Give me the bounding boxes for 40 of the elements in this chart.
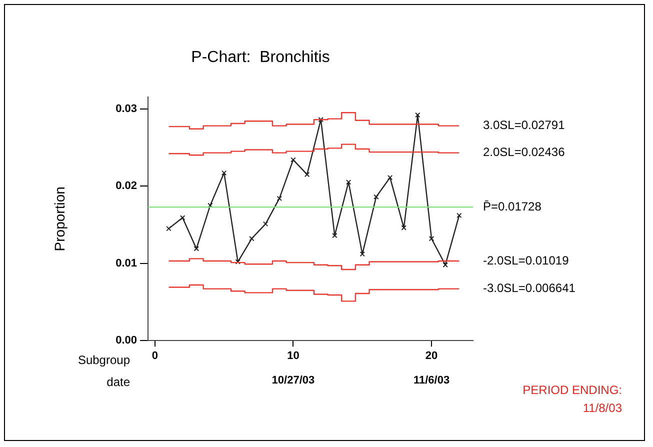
y-tick-label: 0.02 xyxy=(116,180,137,192)
point xyxy=(332,232,338,238)
point xyxy=(415,112,420,118)
y-tick-label: 0.03 xyxy=(116,102,137,115)
point xyxy=(428,236,434,242)
x-axis-title: Subgroup xyxy=(78,352,130,367)
x-tick-label: 20 xyxy=(425,350,438,362)
point xyxy=(374,194,379,200)
series-label: -2.0SL=0.01019 xyxy=(483,253,570,268)
point xyxy=(221,170,227,176)
series-label: 3.0SL=0.02791 xyxy=(483,118,566,132)
point xyxy=(360,251,365,257)
x-tick-label: 0 xyxy=(152,350,158,362)
point xyxy=(346,180,352,185)
point xyxy=(180,215,186,220)
point xyxy=(387,174,393,180)
point xyxy=(442,262,448,268)
point xyxy=(262,221,268,227)
point xyxy=(304,172,310,178)
y-tick-label: 0.01 xyxy=(116,257,137,270)
chart-title: P-Chart: Bronchitis xyxy=(191,49,330,66)
point xyxy=(208,202,213,208)
text: 11/8/03 xyxy=(582,400,622,415)
x2-tick-label: 10/27/03 xyxy=(272,374,315,386)
x-tick-label: 10 xyxy=(287,350,300,362)
point xyxy=(290,157,296,162)
point xyxy=(194,246,200,252)
x2-tick-label: 11/6/03 xyxy=(413,374,450,386)
point xyxy=(318,116,324,122)
point xyxy=(249,236,254,242)
y-tick-label: 0.00 xyxy=(116,334,137,347)
text: PERIOD ENDING: xyxy=(522,382,622,397)
series-label: -3.0SL=0.006641 xyxy=(483,281,576,296)
point xyxy=(276,196,282,202)
point xyxy=(235,259,241,264)
ref-line-label: P̄=0.01728 xyxy=(483,199,542,214)
point xyxy=(401,225,406,230)
y-axis-title: Proportion xyxy=(51,186,68,252)
series-label: 2.0SL=0.02436 xyxy=(483,145,566,160)
x2-axis-title: date xyxy=(106,374,130,389)
